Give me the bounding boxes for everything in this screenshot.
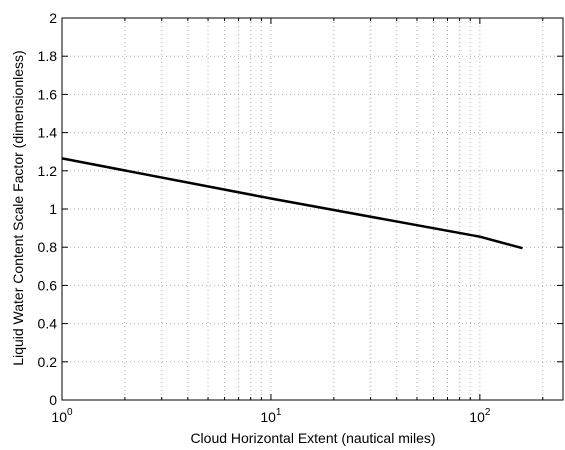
x-tick-label: 101 <box>260 407 282 425</box>
x-axis-label: Cloud Horizontal Extent (nautical miles) <box>190 430 435 446</box>
plot-frame <box>61 17 564 401</box>
y-tick-label: 1.2 <box>38 163 58 179</box>
y-tick-label: 0.4 <box>38 316 58 332</box>
y-tick-label: 0 <box>49 392 57 408</box>
y-tick-label: 1.8 <box>38 48 58 64</box>
series-line <box>61 157 523 250</box>
y-tick-label: 2 <box>49 10 57 26</box>
series-layer <box>61 157 523 250</box>
y-tick-label: 0.6 <box>38 277 58 293</box>
y-tick-label: 1.4 <box>38 125 58 141</box>
grid-lines <box>62 18 563 400</box>
y-tick-labels: 0 0.2 0.4 0.6 0.8 1 1.2 1.4 1.6 1.8 2 <box>38 10 58 408</box>
axes-frame <box>61 17 564 401</box>
y-tick-label: 1 <box>49 201 57 217</box>
x-tick-labels: 100 101 102 <box>51 407 490 425</box>
y-axis-label: Liquid Water Content Scale Factor (dimen… <box>10 50 26 365</box>
y-tick-label: 0.8 <box>38 239 58 255</box>
y-tick-label: 0.2 <box>38 354 58 370</box>
x-tick-label: 100 <box>51 407 73 425</box>
x-tick-label: 102 <box>469 407 491 425</box>
y-tick-label: 1.6 <box>38 86 58 102</box>
